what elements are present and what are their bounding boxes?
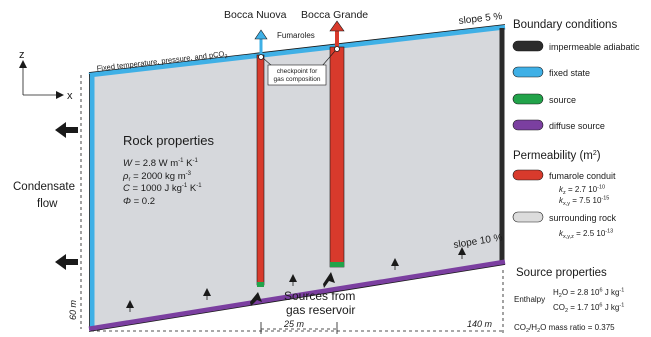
vent-label-bocca-grande: Bocca Grande (301, 9, 368, 21)
sources-label-line2: gas reservoir (286, 303, 355, 317)
z-axis-label: z (19, 49, 25, 61)
legend-swatch-fixed-state (512, 66, 544, 78)
legend-swatch-source (512, 93, 544, 105)
rock-domain (91, 27, 503, 329)
rock-prop-w: W = 2.8 W m-1 K-1 (123, 158, 198, 169)
vent-label-bocca-nuova: Bocca Nuova (224, 9, 287, 21)
rock-prop-phi: Φ = 0.2 (123, 196, 155, 207)
legend-swatch-impermeable (512, 40, 544, 52)
diffuse-flux-arrows (126, 247, 466, 312)
legend-label-diffuse-source: diffuse source (549, 121, 605, 131)
source-props-ratio: CO2/H2O mass ratio = 0.375 (514, 323, 615, 334)
condensate-arrow-top (55, 122, 78, 138)
x-axis-label: x (67, 90, 73, 102)
bottom-boundary (88, 259, 506, 332)
legend-perm-title: Permeability (m2) (513, 150, 601, 162)
dim-length-label: 140 m (467, 319, 493, 329)
legend-boundary-title: Boundary conditions (513, 19, 617, 31)
source-props-enthalpy: Enthalpy (514, 295, 545, 304)
condensate-label-line1: Condensate (13, 181, 75, 193)
fumaroles-label: Fumaroles (277, 31, 315, 40)
rock-prop-rho: ρr = 2000 kg m-3 (122, 171, 192, 183)
legend-label-impermeable: impermeable adiabatic (549, 42, 640, 52)
source-props-h2o: H2O = 2.8 106 J kg-1 (553, 288, 624, 300)
legend-label-rock: surrounding rock (549, 213, 617, 223)
source-arrow-right (323, 272, 335, 288)
top-boundary (88, 24, 506, 78)
legend-swatch-rock (512, 211, 544, 223)
condensate-label-line2: flow (37, 198, 58, 210)
legend-label-source: source (549, 95, 576, 105)
legend-label-fixed-state: fixed state (549, 68, 590, 78)
legend-rock-kxyz: kx,y,z = 2.5 10-13 (559, 229, 613, 241)
source-patch-left (257, 282, 264, 287)
slope-top-label: slope 5 % (458, 11, 503, 27)
checkpoint-left (258, 54, 264, 60)
legend-label-conduit: fumarole conduit (549, 171, 616, 181)
source-arrow-left (250, 292, 262, 306)
condensate-arrow-bottom (55, 254, 78, 270)
conduit-bocca-grande (329, 46, 345, 268)
checkpoint-label-line2: gas composition (274, 76, 321, 83)
legend-swatch-conduit (512, 169, 544, 181)
checkpoint-box (267, 64, 327, 86)
checkpoint-right (334, 46, 340, 52)
dim-gap-label: 25 m (283, 319, 305, 329)
legend-boundary-list: impermeable adiabatic fixed state source… (512, 40, 640, 131)
legend-conduit-kz: kz = 2.7 10-10 (559, 185, 605, 197)
rock-properties-title: Rock properties (123, 133, 215, 148)
dim-height-label: 60 m (68, 299, 78, 320)
source-props-co2: CO2 = 1.7 106 J kg-1 (553, 303, 624, 315)
source-props-title: Source properties (516, 267, 607, 279)
checkpoint-label-line1: checkpoint for (277, 68, 318, 75)
source-patch-right (330, 262, 344, 267)
sources-label-line1: Sources from (284, 289, 355, 303)
rock-prop-c: C = 1000 J kg-1 K-1 (123, 183, 202, 194)
legend-conduit-kxy: kx,y = 7.5 10-15 (559, 196, 609, 208)
legend-swatch-diffuse-source (512, 119, 544, 131)
conduit-bocca-nuova (256, 54, 265, 286)
